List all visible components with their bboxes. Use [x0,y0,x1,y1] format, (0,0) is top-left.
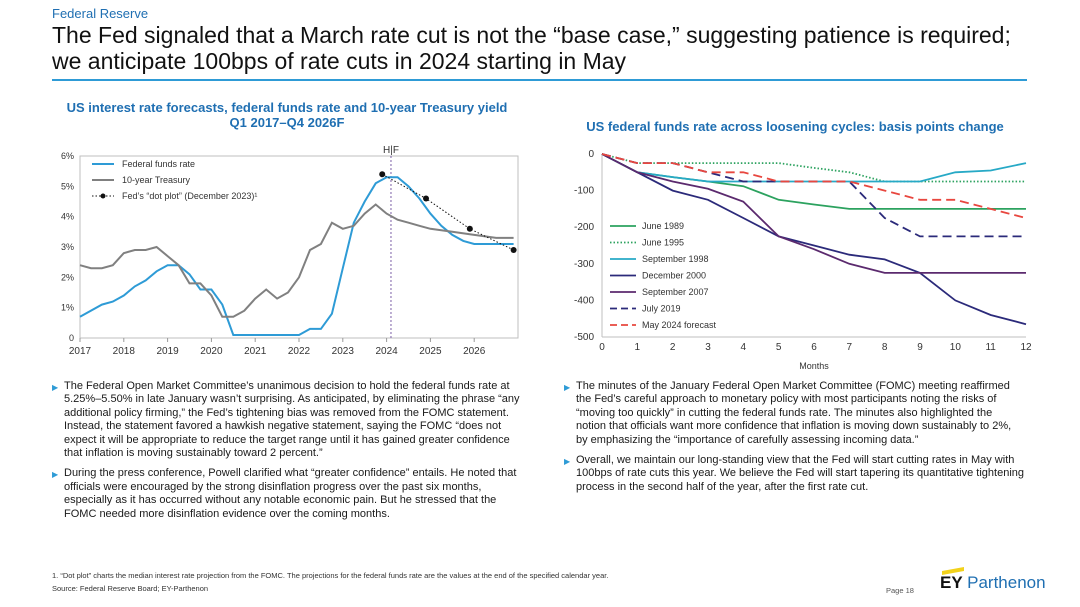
bullet-arrow-icon: ▶ [52,383,59,392]
chart1-series-fed-funds [79,176,514,336]
chart1-y-tick: 4% [61,212,74,222]
chart2-y-tick: -400 [574,295,594,306]
bullet-text: The Federal Open Market Committee’s unan… [64,380,520,460]
bullet-arrow-icon: ▶ [564,457,571,467]
chart2-legend-label: December 2000 [642,271,706,281]
chart1-x-tick: 2026 [463,346,486,357]
source-note: Source: Federal Reserve Board; EY-Parthe… [52,584,209,593]
chart2-x-axis-label: Months [799,361,829,371]
chart2-y-tick: -300 [574,259,594,270]
chart1-x-tick: 2023 [332,346,355,357]
chart1-dotplot-point [423,195,430,202]
chart2-x-tick: 0 [599,342,605,353]
chart1-y-tick: 2% [61,272,74,282]
chart1-hf-label: H|F [383,145,399,156]
chart1-legend-label: Fed’s “dot plot” (December 2023)¹ [122,191,257,201]
chart2-series-line [601,153,1027,183]
chart2-x-tick: 4 [741,342,747,353]
bullet-text: The minutes of the January Federal Open … [576,380,1012,446]
chart1-x-tick: 2025 [419,346,442,357]
bullet-text: During the press conference, Powell clar… [64,467,517,520]
chart2-title: US federal funds rate across loosening c… [586,119,1004,134]
chart1-subtitle: Q1 2017–Q4 2026F [229,115,345,130]
bullet-item: ▶ During the press conference, Powell cla… [52,467,527,521]
chart1-dotplot-point [466,225,473,232]
bullet-item: ▶ Overall, we maintain our long-standing … [564,454,1024,494]
bullet-item: ▶ The Federal Open Market Committee’s una… [52,380,527,460]
section-label: Federal Reserve [52,6,149,21]
chart2-legend-label: May 2024 forecast [642,320,717,330]
chart2-x-tick: 6 [811,342,817,353]
chart2-x-tick: 11 [985,342,996,353]
chart2-series-line [601,153,1027,326]
chart1-legend-marker [100,193,106,199]
bullet-text: Overall, we maintain our long-standing v… [576,454,1024,493]
left-bullet-list: ▶ The Federal Open Market Committee’s una… [52,380,527,528]
brand-ey: EY [940,573,963,592]
bullet-arrow-icon: ▶ [52,470,59,480]
chart1-x-tick: 2018 [113,346,136,357]
chart1-title: US interest rate forecasts, federal fund… [66,100,508,115]
chart2-y-tick: 0 [588,149,594,160]
right-bullet-list: ▶ The minutes of the January Federal Open… [564,380,1024,501]
chart2-legend-label: July 2019 [642,304,681,314]
title-rule [52,79,1027,81]
bullet-item: ▶ The minutes of the January Federal Open… [564,380,1024,447]
chart2-x-tick: 10 [950,342,962,353]
chart2-series-line [601,153,1027,219]
chart2-y-tick: -100 [574,186,594,197]
brand-parthenon: Parthenon [967,573,1046,592]
chart1-x-tick: 2019 [156,346,179,357]
chart1-series-dotplot-line [381,173,514,251]
chart2-x-tick: 9 [917,342,923,353]
chart2-x-tick: 3 [705,342,711,353]
chart1-legend-label: 10-year Treasury [122,175,191,185]
chart2-x-tick: 8 [882,342,888,353]
chart1-y-tick: 1% [61,303,74,313]
chart1-x-tick: 2024 [375,346,398,357]
chart2-x-tick: 2 [670,342,676,353]
chart2-series-line [601,153,1026,183]
bullet-arrow-icon: ▶ [564,383,571,392]
chart2-legend-label: September 2007 [642,287,709,297]
chart1-rates-forecast: 0 1% 2% 3% 4% 5% 6% 2017 2018 2019 2020 2021 2022 202… [61,145,519,357]
chart1-y-tick: 0 [69,333,74,343]
chart2-x-tick: 5 [776,342,782,353]
chart1-x-tick: 2022 [288,346,311,357]
chart1-dotplot-point [379,171,386,178]
chart1-y-tick: 6% [61,151,74,161]
chart1-legend-label: Federal funds rate [122,159,195,169]
chart1-y-tick: 3% [61,242,74,252]
chart1-series-10y-treasury [79,203,514,318]
chart2-x-tick: 12 [1020,342,1032,353]
chart2-y-tick: -200 [574,222,594,233]
chart2-y-tick: -500 [574,332,594,343]
chart1-dotplot-point [510,247,517,254]
chart1-x-tick: 2020 [200,346,223,357]
page-number: Page 18 [886,586,914,595]
chart2-legend-label: June 1989 [642,221,684,231]
chart2-legend-label: June 1995 [642,238,684,248]
chart1-title-block: US interest rate forecasts, federal fund… [52,100,522,130]
footnote: 1. “Dot plot” charts the median interest… [52,571,609,580]
chart2-x-tick: 1 [635,342,641,353]
brand-logo: EY Parthenon [940,567,1046,593]
chart2-legend-label: September 1998 [642,254,709,264]
page-title: The Fed signaled that a March rate cut i… [52,22,1011,74]
chart1-x-tick: 2021 [244,346,267,357]
chart1-x-tick: 2017 [69,346,92,357]
chart2-series-line [601,153,1026,274]
chart2-x-tick: 7 [847,342,853,353]
chart1-y-tick: 5% [61,181,74,191]
